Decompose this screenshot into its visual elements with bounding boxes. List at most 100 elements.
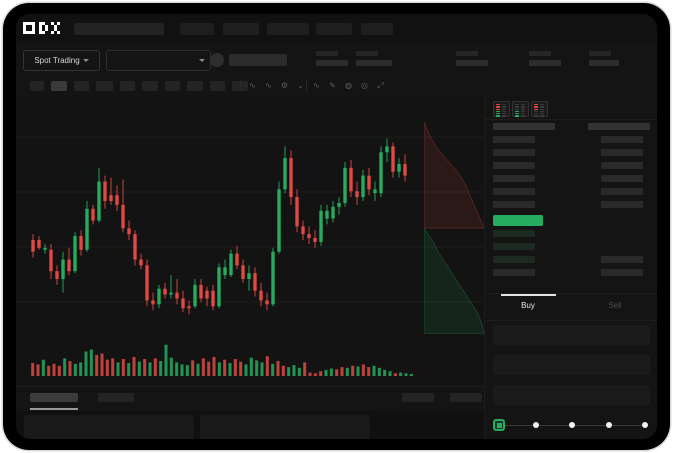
slider-stop-75[interactable] bbox=[605, 421, 612, 428]
active-tab-indicator bbox=[30, 408, 78, 410]
indicator-icon[interactable]: ∿ bbox=[249, 81, 256, 90]
nav-item-2[interactable] bbox=[267, 23, 309, 35]
app-screen: Spot Trading ∿ ∿ ⚙ ⌄ ∿ ✎ ◍ ◎ ⤢ bbox=[16, 14, 657, 439]
orderbook-ask-amount[interactable] bbox=[601, 149, 643, 156]
dropdown-icon[interactable]: ⌄ bbox=[297, 81, 304, 90]
orderbook-ask-amount[interactable] bbox=[601, 201, 643, 208]
orderbook-bid-price[interactable] bbox=[493, 230, 535, 237]
timeframe-button-4[interactable] bbox=[120, 81, 135, 91]
global-search-input[interactable] bbox=[74, 23, 164, 35]
market-type-selector[interactable]: Spot Trading bbox=[23, 50, 100, 71]
market-stat-label bbox=[589, 51, 611, 56]
market-stat-value bbox=[529, 60, 561, 66]
slider-handle[interactable] bbox=[493, 419, 505, 431]
market-stat-label bbox=[356, 51, 378, 56]
market-stat-label bbox=[529, 51, 551, 56]
orderbook-ask-price[interactable] bbox=[493, 162, 535, 169]
slider-stop-50[interactable] bbox=[569, 421, 575, 428]
timeframe-button-2[interactable] bbox=[74, 81, 89, 91]
orderbook-ask-price[interactable] bbox=[493, 149, 535, 156]
orderbook-bid-amount[interactable] bbox=[601, 256, 643, 263]
eraser-icon[interactable]: ◍ bbox=[345, 81, 352, 90]
camera-icon[interactable]: ◎ bbox=[361, 81, 368, 90]
nav-item-1[interactable] bbox=[223, 23, 259, 35]
orderbook-ask-price[interactable] bbox=[493, 136, 535, 143]
timeframe-button-6[interactable] bbox=[165, 81, 180, 91]
amount-field[interactable] bbox=[493, 355, 650, 375]
market-stat bbox=[529, 51, 561, 66]
tab-buy[interactable]: Buy bbox=[485, 301, 571, 310]
total-field[interactable] bbox=[493, 385, 650, 405]
nav-item-3[interactable] bbox=[316, 23, 352, 35]
orderbook-header bbox=[485, 97, 657, 120]
orderbook-ask-amount[interactable] bbox=[601, 136, 643, 143]
tab-buy-label: Buy bbox=[521, 301, 535, 310]
orderbook-both-icon[interactable] bbox=[493, 101, 510, 117]
orderbook-ask-amount[interactable] bbox=[601, 188, 643, 195]
timeframe-button-8[interactable] bbox=[210, 81, 225, 91]
slider-stop-25[interactable] bbox=[532, 421, 539, 428]
compare-icon[interactable]: ∿ bbox=[265, 81, 272, 90]
orders-tab-0[interactable] bbox=[30, 393, 78, 402]
orderbook-ask-amount[interactable] bbox=[601, 175, 643, 182]
pair-name-label bbox=[229, 54, 287, 66]
market-stat-value bbox=[356, 60, 392, 66]
orderbook-bid-price[interactable] bbox=[493, 243, 535, 250]
amount-slider[interactable] bbox=[493, 419, 650, 431]
top-navigation-bar bbox=[16, 14, 657, 43]
price-field[interactable] bbox=[493, 325, 650, 345]
fullscreen-icon[interactable]: ⤢ bbox=[377, 80, 384, 90]
orders-action-0[interactable] bbox=[402, 393, 434, 402]
orderbook-ask-price[interactable] bbox=[493, 175, 535, 182]
orderbook-bid-price[interactable] bbox=[493, 269, 535, 276]
market-depth-chart bbox=[424, 122, 484, 334]
market-stat-value bbox=[589, 60, 619, 66]
orderbook-ask-price[interactable] bbox=[493, 201, 535, 208]
timeframe-button-0[interactable] bbox=[30, 81, 44, 91]
market-stat-value bbox=[316, 60, 348, 66]
timeframe-button-5[interactable] bbox=[142, 81, 158, 91]
orders-action-1[interactable] bbox=[450, 393, 482, 402]
toolbar-divider bbox=[240, 80, 241, 91]
market-stat bbox=[589, 51, 619, 66]
chevron-down-icon bbox=[82, 59, 89, 62]
order-form-fields bbox=[485, 319, 657, 416]
candlestick-chart[interactable] bbox=[16, 97, 484, 334]
nav-item-4[interactable] bbox=[361, 23, 393, 35]
orderbook-ask-price[interactable] bbox=[493, 188, 535, 195]
market-header: Spot Trading bbox=[16, 43, 657, 76]
orderbook-ask-amount[interactable] bbox=[601, 162, 643, 169]
timeframe-button-7[interactable] bbox=[187, 81, 203, 91]
chart-toolbar: ∿ ∿ ⚙ ⌄ ∿ ✎ ◍ ◎ ⤢ bbox=[16, 75, 657, 98]
tab-sell[interactable]: Sell bbox=[572, 301, 657, 310]
market-stat-label bbox=[456, 51, 478, 56]
market-stat-value bbox=[456, 60, 488, 66]
orderbook-asks-icon[interactable] bbox=[531, 101, 548, 117]
slider-stop-100[interactable] bbox=[642, 421, 648, 428]
orderbook-bids-icon[interactable] bbox=[512, 101, 529, 117]
open-orders-pane[interactable] bbox=[24, 415, 194, 439]
orderbook-bid-price[interactable] bbox=[493, 256, 535, 263]
chevron-down-icon bbox=[199, 59, 205, 62]
orderbook-bid-amount[interactable] bbox=[601, 269, 643, 276]
orderbook-col-header-price bbox=[493, 123, 555, 130]
orderbook-rows[interactable] bbox=[485, 119, 657, 293]
market-stat bbox=[456, 51, 488, 66]
settings-icon[interactable]: ⚙ bbox=[280, 81, 289, 90]
market-stat-label bbox=[316, 51, 338, 56]
market-stat bbox=[316, 51, 348, 66]
okx-logo-icon[interactable] bbox=[23, 22, 67, 36]
chart-gridlines bbox=[16, 136, 484, 303]
line-tool-icon[interactable]: ∿ bbox=[313, 81, 320, 90]
timeframe-button-3[interactable] bbox=[96, 81, 113, 91]
tab-sell-label: Sell bbox=[608, 301, 622, 310]
orderbook-panel: Buy Sell bbox=[484, 97, 657, 439]
measure-icon[interactable]: ✎ bbox=[329, 81, 336, 90]
nav-item-0[interactable] bbox=[180, 23, 214, 35]
orderbook-col-header-amount bbox=[588, 123, 650, 130]
trading-pair-selector[interactable] bbox=[106, 50, 211, 71]
timeframe-button-1[interactable] bbox=[51, 81, 67, 91]
orders-tab-1[interactable] bbox=[98, 393, 134, 402]
positions-pane[interactable] bbox=[200, 415, 370, 439]
